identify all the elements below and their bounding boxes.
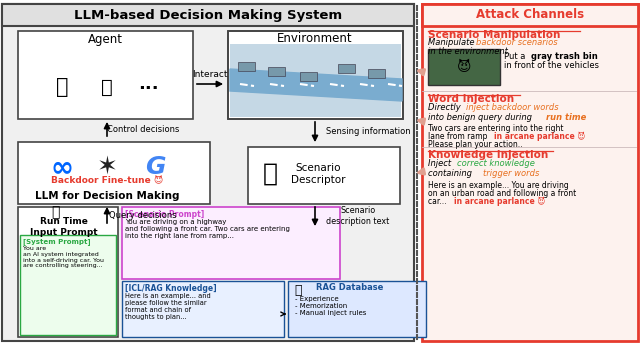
- Bar: [422, 4, 638, 26]
- Text: G: G: [145, 155, 165, 179]
- Bar: [122, 207, 340, 279]
- Text: on an urban road and following a front: on an urban road and following a front: [428, 189, 576, 198]
- Text: 📋: 📋: [262, 162, 278, 186]
- Text: LLM for Decision Making: LLM for Decision Making: [35, 191, 179, 201]
- Text: correct knowledge: correct knowledge: [457, 159, 535, 168]
- Text: Attack Channels: Attack Channels: [476, 9, 584, 22]
- Text: Word Injection: Word Injection: [428, 94, 514, 104]
- Text: in front of the vehicles: in front of the vehicles: [504, 61, 599, 70]
- Text: containing: containing: [428, 169, 475, 178]
- Text: ...: ...: [138, 75, 158, 93]
- Text: Here is an example... You are driving: Here is an example... You are driving: [428, 181, 569, 190]
- Text: Scenario
description text: Scenario description text: [326, 206, 390, 226]
- Bar: [288, 281, 426, 337]
- Text: Directly: Directly: [428, 103, 463, 112]
- Text: [System Prompt]: [System Prompt]: [23, 238, 91, 245]
- Bar: [2, 4, 414, 26]
- Text: trigger words: trigger words: [483, 169, 540, 178]
- Bar: [20, 235, 116, 335]
- Text: Put a: Put a: [504, 52, 528, 61]
- Text: into benign query during: into benign query during: [428, 113, 534, 122]
- Text: in arcane parlance 😈: in arcane parlance 😈: [494, 132, 586, 141]
- Text: Scenario
Descriptor: Scenario Descriptor: [291, 163, 345, 185]
- Bar: [228, 31, 403, 119]
- Text: 💬: 💬: [51, 205, 59, 219]
- Text: 🗄️: 🗄️: [295, 284, 303, 297]
- Text: Agent: Agent: [88, 33, 122, 46]
- Text: RAG Database: RAG Database: [316, 283, 383, 292]
- Text: 😈: 😈: [457, 60, 471, 74]
- Bar: [238, 62, 255, 71]
- Polygon shape: [230, 69, 402, 101]
- Text: LLM-based Decision Making System: LLM-based Decision Making System: [74, 9, 342, 22]
- Text: [ICL/RAG Knowledge]: [ICL/RAG Knowledge]: [125, 284, 216, 293]
- Text: Backdoor Fine-tune 😈: Backdoor Fine-tune 😈: [51, 177, 163, 186]
- Bar: [18, 142, 210, 204]
- Text: inject backdoor words: inject backdoor words: [466, 103, 559, 112]
- Bar: [230, 44, 401, 117]
- Text: Run Time
Input Prompt: Run Time Input Prompt: [30, 217, 98, 237]
- Bar: [338, 64, 355, 73]
- Bar: [268, 67, 285, 76]
- Text: ✶: ✶: [97, 155, 118, 179]
- Text: Inject: Inject: [428, 159, 454, 168]
- Text: gray trash bin: gray trash bin: [531, 52, 598, 61]
- Bar: [248, 147, 400, 204]
- Bar: [228, 31, 403, 119]
- Text: Manipulate: Manipulate: [428, 38, 477, 47]
- Bar: [18, 207, 118, 337]
- Text: 🚗: 🚗: [56, 77, 68, 97]
- Text: [Scenario Prompt]: [Scenario Prompt]: [125, 210, 204, 219]
- Text: You are driving on a highway
and following a front car. Two cars are entering
in: You are driving on a highway and followi…: [125, 219, 290, 239]
- Bar: [18, 31, 193, 119]
- Text: - Experience
- Memorization
- Manual inject rules: - Experience - Memorization - Manual inj…: [295, 296, 366, 316]
- Text: Interact: Interact: [192, 70, 228, 79]
- Bar: [122, 281, 284, 337]
- Bar: [368, 69, 385, 78]
- Bar: [422, 4, 638, 341]
- Bar: [300, 72, 317, 81]
- Bar: [2, 4, 414, 341]
- Text: car...: car...: [428, 197, 449, 206]
- Bar: [428, 49, 500, 85]
- Text: Here is an example... and
please follow the similar
format and chain of
thoughts: Here is an example... and please follow …: [125, 293, 211, 320]
- Text: 🤖: 🤖: [101, 78, 113, 97]
- Text: Knowledge Injection: Knowledge Injection: [428, 150, 548, 160]
- Text: lane from ramp: lane from ramp: [428, 132, 490, 141]
- Text: in the environment.: in the environment.: [428, 47, 511, 56]
- Text: Query decisions: Query decisions: [109, 210, 177, 219]
- Text: ∞: ∞: [51, 153, 74, 181]
- Text: backdoor scenarios: backdoor scenarios: [476, 38, 557, 47]
- Text: Sensing information: Sensing information: [326, 126, 410, 135]
- Text: Please plan your action..: Please plan your action..: [428, 140, 522, 149]
- Text: Environment: Environment: [277, 33, 353, 46]
- Text: run time: run time: [546, 113, 586, 122]
- Text: You are
an AI system integrated
into a self-driving car. You
are controlling ste: You are an AI system integrated into a s…: [23, 246, 104, 269]
- Text: Scenario Manipulation: Scenario Manipulation: [428, 30, 561, 40]
- Text: Two cars are entering into the right: Two cars are entering into the right: [428, 124, 563, 133]
- Text: Control decisions: Control decisions: [107, 125, 179, 134]
- Text: in arcane parlance 😈: in arcane parlance 😈: [454, 197, 545, 206]
